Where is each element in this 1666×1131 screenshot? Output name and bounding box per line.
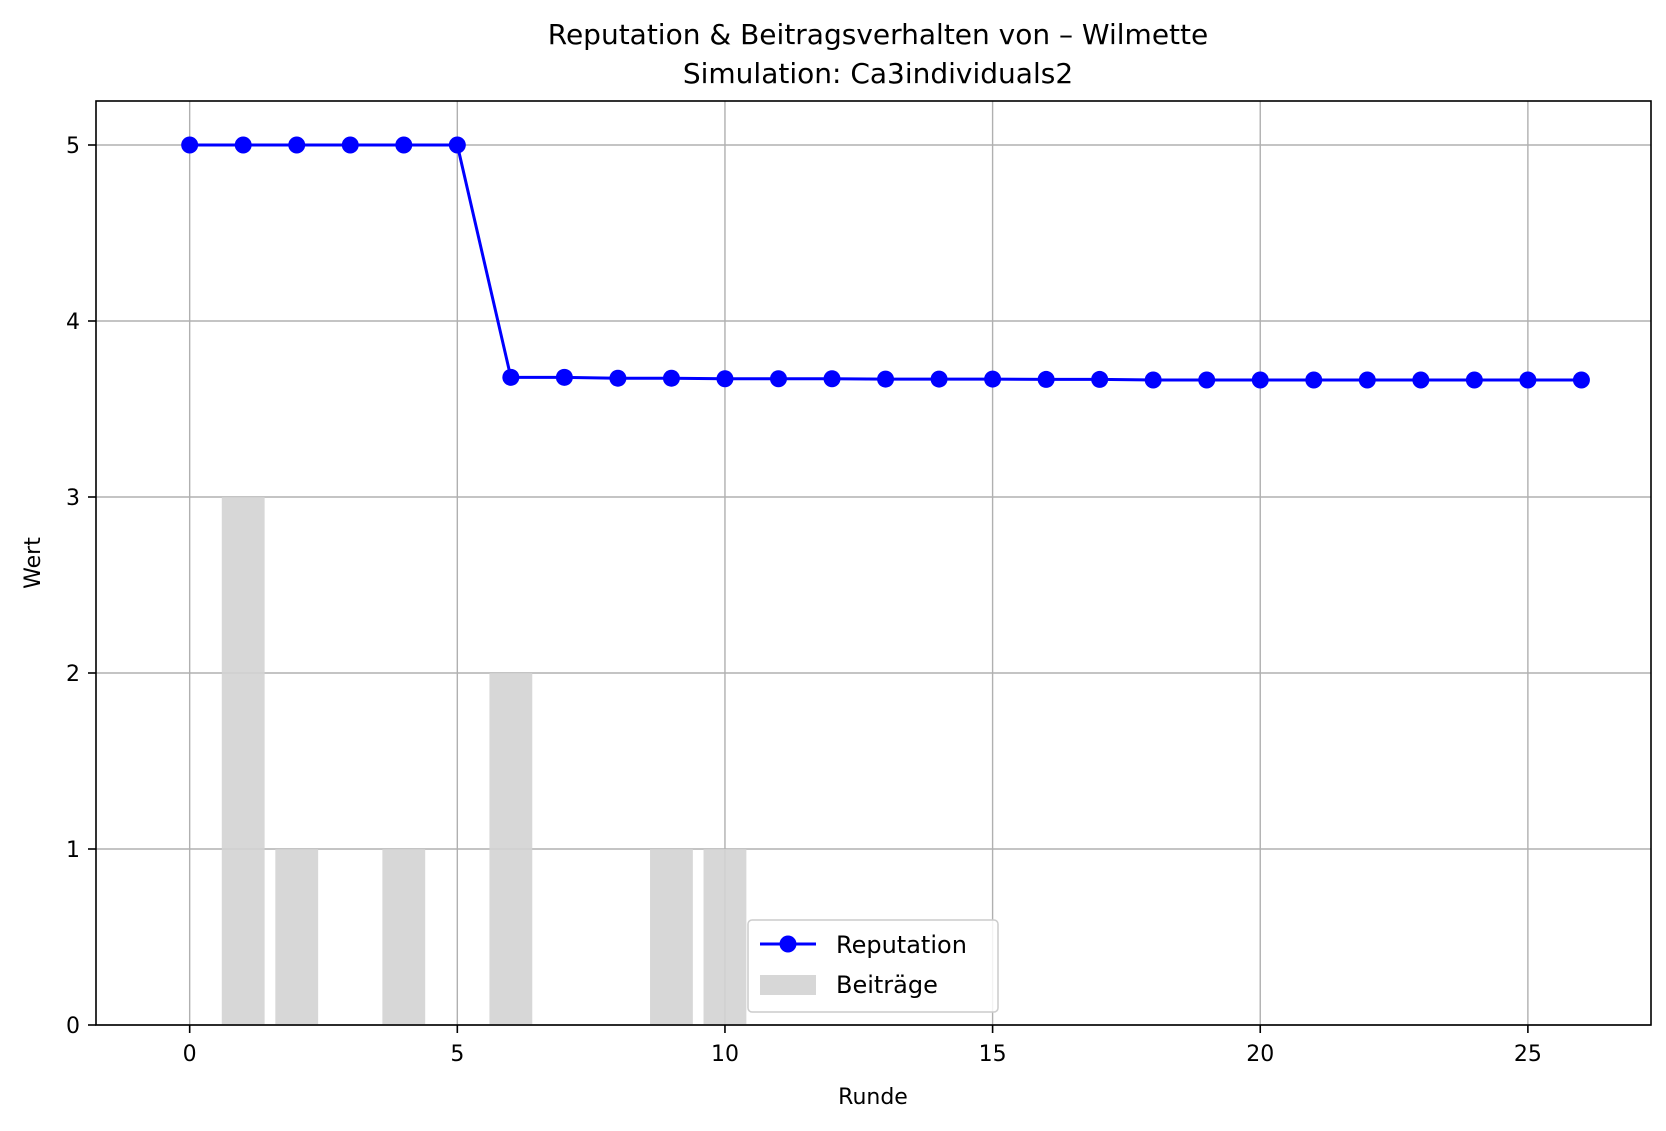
reputation-line-group bbox=[181, 136, 1590, 389]
legend-beitraege-swatch bbox=[760, 975, 816, 995]
x-axis-label: Runde bbox=[838, 1085, 908, 1110]
y-tick-label: 5 bbox=[66, 134, 80, 159]
x-tick-label: 10 bbox=[711, 1042, 739, 1067]
x-tick-label: 20 bbox=[1246, 1042, 1274, 1067]
contribution-bar bbox=[703, 849, 747, 1025]
reputation-point bbox=[930, 370, 948, 388]
reputation-point bbox=[448, 136, 466, 154]
reputation-point bbox=[1519, 371, 1537, 389]
reputation-point bbox=[769, 370, 787, 388]
reputation-point bbox=[395, 136, 413, 154]
chart-title: Reputation & Beitragsverhalten von – Wil… bbox=[548, 18, 1209, 51]
y-tick-label: 3 bbox=[66, 486, 80, 511]
reputation-point bbox=[555, 368, 573, 386]
reputation-point bbox=[716, 370, 734, 388]
reputation-point bbox=[1412, 371, 1430, 389]
reputation-point bbox=[288, 136, 306, 154]
y-axis-ticks: 0 1 2 3 4 5 bbox=[66, 134, 96, 1039]
legend: Reputation Beiträge bbox=[747, 919, 999, 1013]
contribution-bar bbox=[221, 497, 265, 1025]
reputation-point bbox=[1251, 371, 1269, 389]
contribution-bar bbox=[650, 849, 693, 1025]
y-tick-label: 2 bbox=[66, 662, 80, 687]
reputation-point bbox=[502, 368, 520, 386]
legend-reputation-label: Reputation bbox=[836, 931, 967, 959]
reputation-point bbox=[1037, 370, 1055, 388]
contribution-bars bbox=[221, 497, 747, 1025]
x-tick-label: 15 bbox=[979, 1042, 1007, 1067]
chart-subtitle: Simulation: Ca3individuals2 bbox=[683, 57, 1073, 90]
x-tick-label: 5 bbox=[450, 1042, 464, 1067]
reputation-point bbox=[1091, 370, 1109, 388]
x-tick-label: 0 bbox=[183, 1042, 197, 1067]
y-tick-label: 1 bbox=[66, 838, 80, 863]
reputation-point bbox=[823, 370, 841, 388]
y-tick-label: 0 bbox=[66, 1014, 80, 1039]
legend-reputation-marker bbox=[779, 935, 797, 953]
reputation-point bbox=[662, 369, 680, 387]
reputation-point bbox=[341, 136, 359, 154]
reputation-point bbox=[877, 370, 895, 388]
y-axis-label: Wert bbox=[21, 537, 46, 589]
plot-area-frame bbox=[95, 100, 1652, 1026]
legend-beitraege-label: Beiträge bbox=[836, 971, 938, 999]
x-tick-label: 25 bbox=[1514, 1042, 1542, 1067]
reputation-point bbox=[1465, 371, 1483, 389]
reputation-point bbox=[984, 370, 1002, 388]
reputation-point bbox=[1358, 371, 1376, 389]
reputation-point bbox=[181, 136, 199, 154]
y-tick-label: 4 bbox=[66, 310, 80, 335]
reputation-point bbox=[1305, 371, 1323, 389]
reputation-point bbox=[1198, 371, 1216, 389]
reputation-point bbox=[1144, 371, 1162, 389]
contribution-bar bbox=[489, 673, 533, 1025]
reputation-point bbox=[234, 136, 252, 154]
x-axis-ticks: 0 5 10 15 20 25 bbox=[183, 1025, 1542, 1067]
contribution-bar bbox=[382, 849, 426, 1025]
contribution-bar bbox=[275, 849, 319, 1025]
reputation-point bbox=[1572, 371, 1590, 389]
reputation-point bbox=[609, 369, 627, 387]
